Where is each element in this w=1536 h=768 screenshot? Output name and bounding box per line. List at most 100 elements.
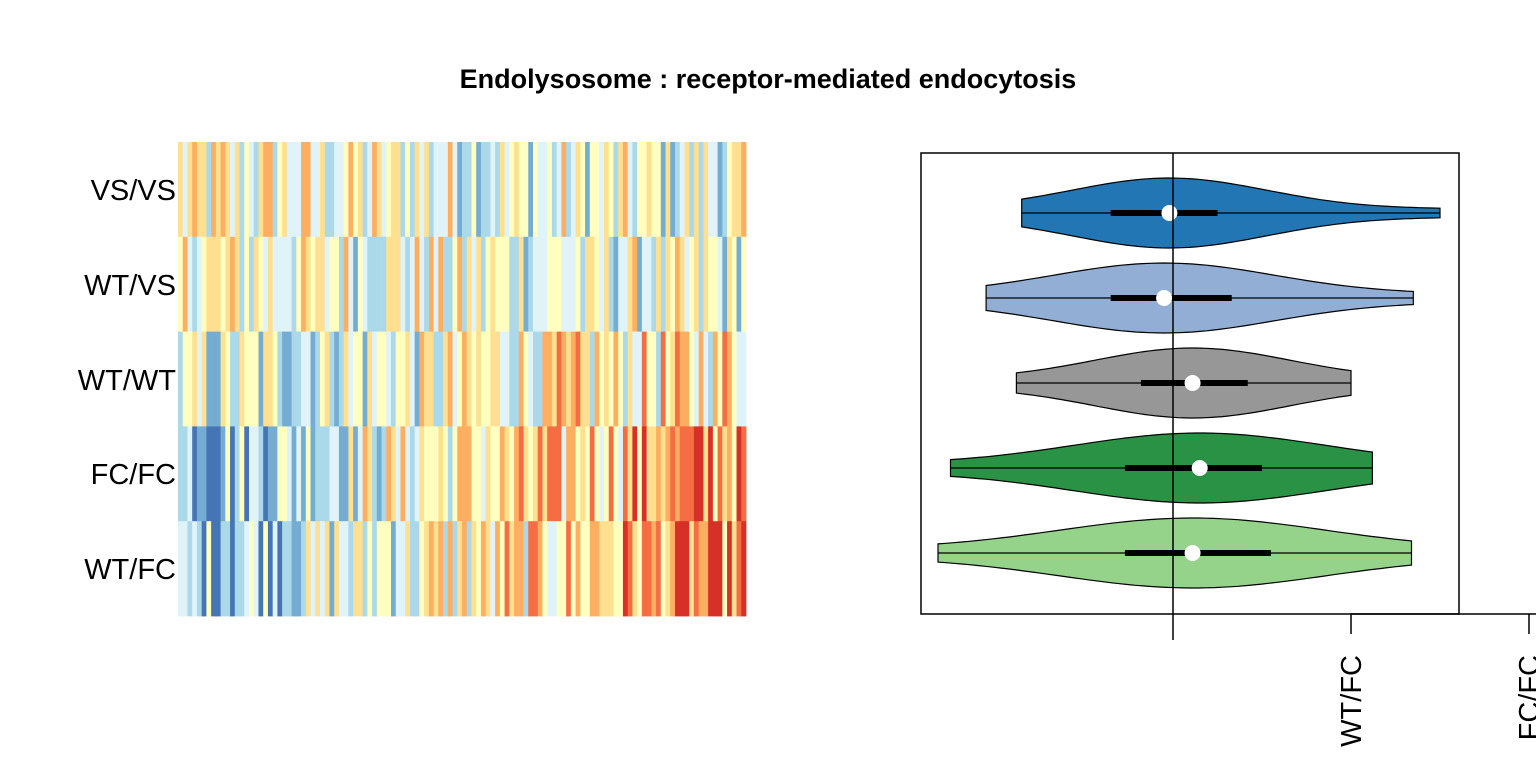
- heatmap-cell: [589, 142, 595, 238]
- heatmap-cell: [211, 142, 217, 238]
- heatmap-cell: [386, 426, 392, 522]
- heatmap-cell: [433, 331, 439, 427]
- heatmap-cell: [348, 331, 354, 427]
- heatmap-cell: [689, 426, 695, 522]
- heatmap-row-label: FC/FC: [91, 459, 176, 491]
- heatmap-cell: [660, 426, 666, 522]
- heatmap-cell: [537, 521, 543, 617]
- heatmap-cell: [731, 142, 737, 238]
- heatmap-cell: [367, 236, 373, 332]
- heatmap-cell: [291, 521, 297, 617]
- heatmap-cell: [395, 142, 401, 238]
- heatmap-cell: [362, 236, 368, 332]
- heatmap-cell: [253, 331, 259, 427]
- heatmap-cell: [457, 331, 463, 427]
- heatmap-cell: [443, 142, 449, 238]
- heatmap-cell: [315, 331, 321, 427]
- heatmap-cell: [637, 142, 643, 238]
- heatmap-cell: [192, 521, 198, 617]
- heatmap-cell: [263, 426, 269, 522]
- heatmap-cell: [547, 521, 553, 617]
- heatmap-cell: [542, 331, 548, 427]
- heatmap-cell: [476, 142, 482, 238]
- heatmap-cell: [447, 331, 453, 427]
- heatmap-cell: [589, 236, 595, 332]
- heatmap-cell: [537, 426, 543, 522]
- heatmap-cell: [324, 331, 330, 427]
- heatmap-cell: [409, 426, 416, 522]
- heatmap-cell: [613, 236, 619, 332]
- heatmap-cell: [414, 521, 420, 617]
- heatmap-cell: [514, 142, 520, 238]
- heatmap-cell: [329, 521, 335, 617]
- heatmap-cell: [291, 142, 297, 238]
- heatmap-cell: [457, 521, 463, 617]
- heatmap-cell: [286, 236, 292, 332]
- heatmap-cell: [594, 331, 600, 427]
- heatmap-cell: [301, 331, 307, 427]
- heatmap-cell: [712, 426, 718, 522]
- heatmap-cell: [447, 236, 453, 332]
- heatmap-cell: [376, 426, 382, 522]
- heatmap-cell: [547, 426, 553, 522]
- heatmap-cell: [566, 521, 572, 617]
- heatmap-cell: [357, 142, 363, 238]
- heatmap-cell: [703, 331, 709, 427]
- heatmap-cell: [386, 142, 392, 238]
- heatmap-cell: [424, 331, 430, 427]
- heatmap-cell: [428, 426, 434, 522]
- heatmap-cell: [272, 521, 278, 617]
- heatmap-cell: [551, 236, 558, 332]
- heatmap-cell: [585, 236, 591, 332]
- heatmap-cell: [428, 142, 434, 238]
- heatmap-cell: [665, 521, 671, 617]
- heatmap-cell: [509, 426, 515, 522]
- heatmap-cell: [424, 521, 430, 617]
- heatmap-cell: [367, 142, 373, 238]
- heatmap-cell: [476, 331, 482, 427]
- heatmap-cell: [708, 521, 714, 617]
- heatmap-cell: [585, 331, 591, 427]
- heatmap-cell: [296, 426, 302, 522]
- violin-median-point: [1161, 205, 1178, 221]
- heatmap-cell: [334, 331, 340, 427]
- heatmap-cell: [178, 331, 184, 427]
- heatmap-cell: [315, 521, 321, 617]
- heatmap-cell: [618, 236, 624, 332]
- heatmap-cell: [395, 331, 401, 427]
- heatmap-cell: [712, 331, 718, 427]
- heatmap-cell: [457, 426, 463, 522]
- heatmap-cell: [277, 521, 283, 617]
- heatmap-cell: [452, 142, 458, 238]
- heatmap-cell: [428, 521, 434, 617]
- heatmap-cell: [646, 236, 652, 332]
- heatmap-cell: [547, 331, 553, 427]
- heatmap-cell: [495, 521, 501, 617]
- heatmap-cell: [324, 521, 330, 617]
- heatmap-cell: [348, 426, 354, 522]
- heatmap-cell: [646, 142, 652, 238]
- heatmap-cell: [708, 426, 714, 522]
- heatmap-cell: [348, 142, 354, 238]
- heatmap-cell: [192, 142, 198, 238]
- heatmap-cell: [495, 236, 501, 332]
- heatmap-cell: [320, 521, 326, 617]
- heatmap-cell: [196, 236, 203, 332]
- heatmap-cell: [291, 331, 297, 427]
- heatmap-cell: [480, 331, 487, 427]
- heatmap-cell: [405, 521, 411, 617]
- heatmap-cell: [230, 426, 236, 522]
- heatmap-cell: [277, 236, 283, 332]
- heatmap-cell: [343, 521, 349, 617]
- heatmap-cell: [675, 521, 681, 617]
- heatmap-cell: [627, 142, 633, 238]
- heatmap-cell: [286, 426, 292, 522]
- heatmap-cell: [651, 426, 657, 522]
- heatmap-cell: [594, 426, 600, 522]
- heatmap-cell: [717, 426, 723, 522]
- heatmap-cell: [353, 426, 359, 522]
- heatmap-cell: [665, 331, 671, 427]
- heatmap-cell: [599, 426, 605, 522]
- heatmap-cell: [670, 331, 676, 427]
- heatmap-cell: [178, 426, 184, 522]
